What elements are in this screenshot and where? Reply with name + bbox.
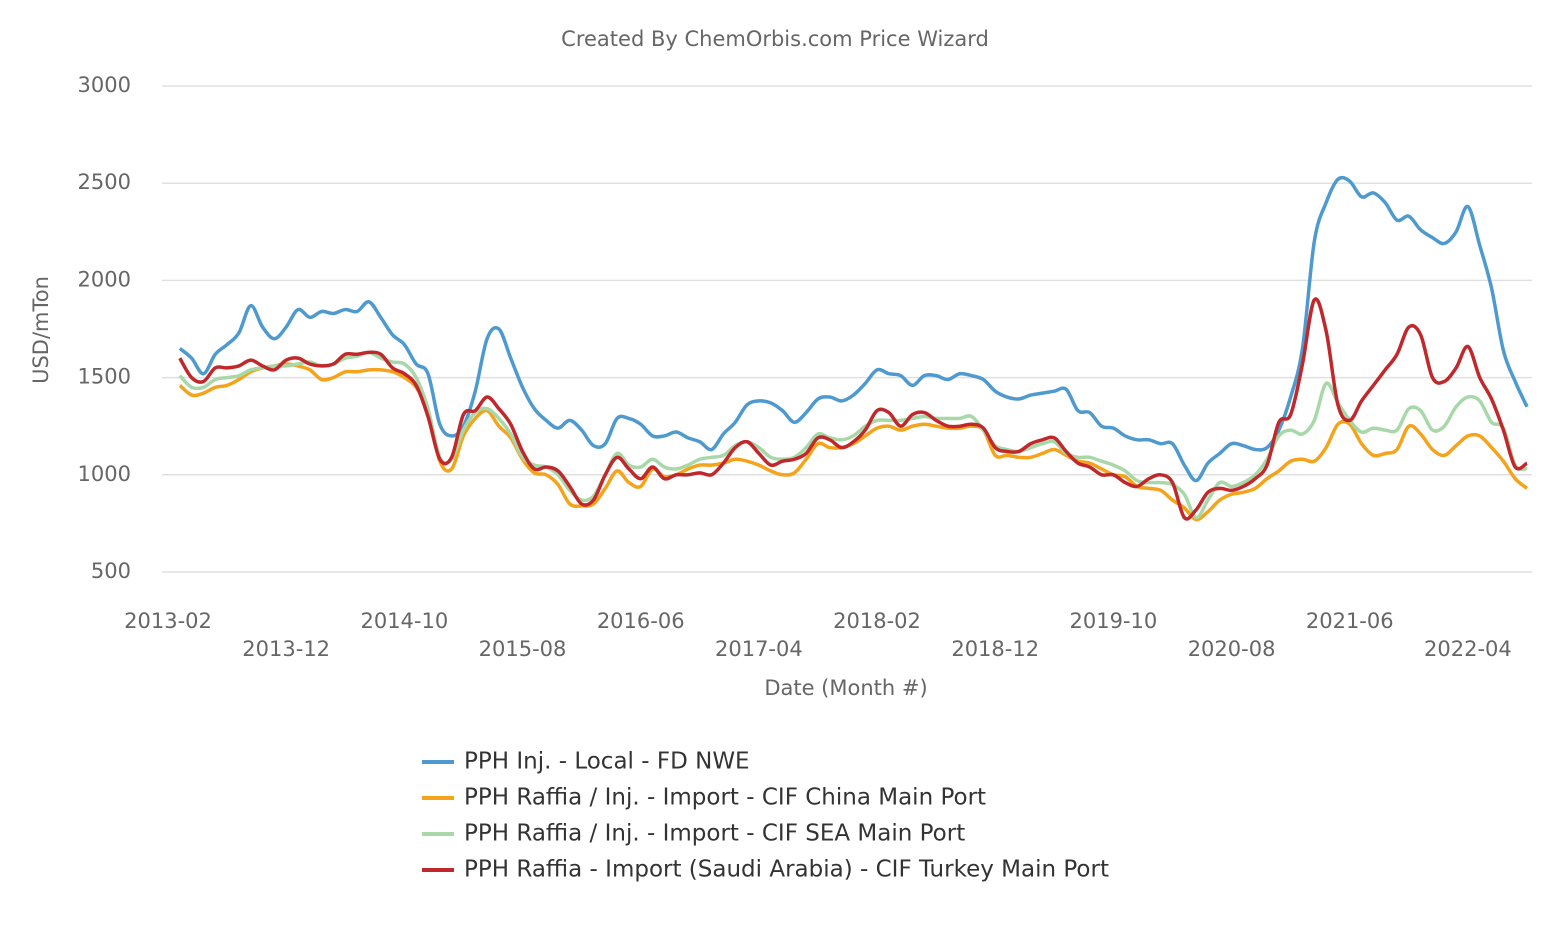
series-line <box>178 297 1528 521</box>
series-line <box>178 350 1528 520</box>
y-axis-label: USD/mTon <box>29 276 53 384</box>
y-tick-label: 500 <box>91 559 131 583</box>
x-tick-label: 2014-10 <box>360 609 448 633</box>
y-tick-label: 2000 <box>78 267 131 291</box>
x-tick-label: 2019-10 <box>1070 609 1158 633</box>
legend-label: PPH Raffia - Import (Saudi Arabia) - CIF… <box>464 857 1109 883</box>
series-line <box>178 175 1529 483</box>
x-tick-label: 2013-02 <box>124 609 212 633</box>
y-tick-label: 1500 <box>78 365 131 389</box>
x-tick-label: 2021-06 <box>1306 609 1394 633</box>
y-tick-label: 2500 <box>78 170 131 194</box>
x-tick-label: 2015-08 <box>479 637 567 661</box>
x-axis-label: Date (Month #) <box>764 676 927 700</box>
legend-label: PPH Raffia / Inj. - Import - CIF SEA Mai… <box>464 821 965 847</box>
x-tick-label: 2018-02 <box>833 609 921 633</box>
chart-title: Created By ChemOrbis.com Price Wizard <box>561 27 989 51</box>
y-tick-label: 1000 <box>78 462 131 486</box>
x-tick-label: 2017-04 <box>715 637 803 661</box>
legend-label: PPH Raffia / Inj. - Import - CIF China M… <box>464 785 986 811</box>
x-tick-label: 2020-08 <box>1188 637 1276 661</box>
legend: PPH Inj. - Local - FD NWE PPH Raffia / In… <box>422 749 1109 883</box>
x-tick-label: 2013-12 <box>242 637 330 661</box>
x-tick-label: 2022-04 <box>1424 637 1512 661</box>
y-tick-label: 3000 <box>78 73 131 97</box>
x-tick-label: 2018-12 <box>951 637 1039 661</box>
legend-label: PPH Inj. - Local - FD NWE <box>464 749 750 775</box>
x-tick-label: 2016-06 <box>597 609 685 633</box>
